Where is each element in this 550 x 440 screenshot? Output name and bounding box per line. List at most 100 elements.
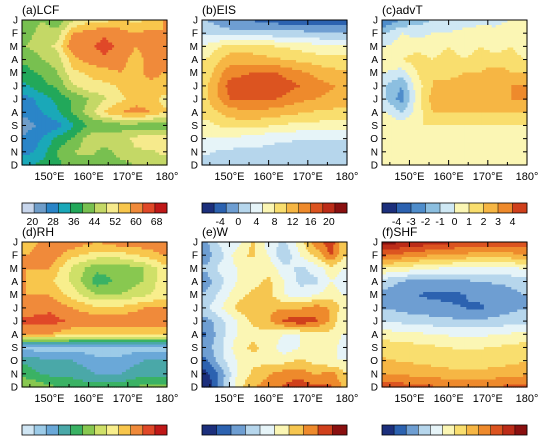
- heatmap-cell: [98, 25, 101, 29]
- heatmap-cell: [116, 95, 119, 99]
- heatmap-cell: [119, 85, 123, 89]
- heatmap-cell: [57, 107, 60, 111]
- heatmap-cell: [27, 72, 31, 76]
- heatmap-cell: [118, 117, 121, 121]
- heatmap-cell: [118, 77, 121, 81]
- heatmap-cell: [76, 20, 80, 24]
- heatmap-cell: [131, 97, 135, 101]
- heatmap-cell: [108, 57, 111, 61]
- heatmap-cell: [84, 97, 88, 101]
- heatmap-cell: [57, 42, 60, 46]
- heatmap-cell: [108, 37, 111, 41]
- heatmap-cell: [31, 115, 35, 119]
- heatmap-cell: [110, 45, 113, 49]
- heatmap-cell: [116, 100, 119, 104]
- heatmap-cell: [37, 52, 41, 56]
- heatmap-cell: [82, 72, 86, 76]
- heatmap-cell: [100, 20, 103, 24]
- heatmap-cell: [84, 30, 88, 34]
- heatmap-cell: [123, 50, 127, 54]
- heatmap-cell: [23, 22, 27, 26]
- heatmap-cell: [129, 30, 133, 34]
- heatmap-cell: [135, 62, 139, 66]
- heatmap-cell: [106, 112, 109, 116]
- heatmap-cell: [163, 107, 166, 111]
- heatmap-cell: [88, 47, 92, 51]
- heatmap-cell: [90, 90, 94, 94]
- heatmap-cell: [55, 50, 58, 54]
- heatmap-cell: [39, 32, 43, 36]
- month-label: D: [11, 161, 18, 172]
- heatmap-cell: [129, 47, 133, 51]
- heatmap-cell: [127, 102, 131, 106]
- heatmap-cell: [141, 22, 145, 26]
- heatmap-cell: [90, 85, 94, 89]
- heatmap-cell: [151, 30, 154, 34]
- heatmap-cell: [45, 45, 49, 49]
- heatmap-cell: [80, 60, 84, 64]
- heatmap-cell: [90, 40, 94, 44]
- heatmap-cell: [147, 105, 150, 109]
- heatmap-cell: [149, 62, 152, 66]
- heatmap-cell: [143, 55, 147, 59]
- heatmap-cell: [39, 20, 43, 24]
- heatmap-cell: [74, 37, 78, 41]
- heatmap-cell: [123, 105, 127, 109]
- heatmap-cell: [86, 82, 90, 86]
- heatmap-cell: [159, 105, 162, 109]
- heatmap-cell: [41, 72, 45, 76]
- heatmap-cell: [116, 20, 119, 24]
- heatmap-cell: [25, 52, 29, 56]
- heatmap-cell: [147, 22, 150, 26]
- heatmap-cell: [137, 30, 141, 34]
- heatmap-cell: [39, 22, 43, 26]
- heatmap-cell: [159, 75, 162, 79]
- heatmap-cell: [25, 65, 29, 69]
- heatmap-cell: [90, 72, 94, 76]
- heatmap-cell: [67, 55, 70, 59]
- month-label: J: [13, 81, 18, 92]
- heatmap-cell: [59, 22, 62, 26]
- heatmap-cell: [137, 62, 141, 66]
- heatmap-cell: [100, 105, 103, 109]
- heatmap-cell: [53, 115, 56, 119]
- heatmap-cell: [114, 110, 117, 114]
- heatmap-cell: [74, 95, 78, 99]
- heatmap-cell: [67, 35, 70, 39]
- heatmap-cell: [72, 85, 76, 89]
- heatmap-cell: [129, 42, 133, 46]
- heatmap-cell: [57, 95, 60, 99]
- heatmap-cell: [31, 55, 35, 59]
- heatmap-cell: [88, 27, 92, 31]
- heatmap-cell: [78, 77, 82, 81]
- heatmap-cell: [149, 45, 152, 49]
- heatmap-cell: [69, 62, 72, 66]
- heatmap-cell: [108, 100, 111, 104]
- heatmap-cell: [139, 50, 143, 54]
- heatmap-cell: [106, 37, 109, 41]
- heatmap-cell: [141, 57, 145, 61]
- heatmap-cell: [76, 57, 80, 61]
- heatmap-cell: [116, 107, 119, 111]
- heatmap-cell: [114, 62, 117, 66]
- heatmap-cell: [61, 62, 64, 66]
- heatmap-cell: [153, 100, 156, 104]
- heatmap-cell: [157, 30, 160, 34]
- heatmap-cell: [31, 97, 35, 101]
- heatmap-cell: [106, 50, 109, 54]
- heatmap-cell: [161, 107, 164, 111]
- heatmap-cell: [121, 85, 125, 89]
- heatmap-cell: [135, 25, 139, 29]
- heatmap-cell: [116, 42, 119, 46]
- heatmap-cell: [157, 20, 160, 24]
- heatmap-cell: [51, 95, 54, 99]
- heatmap-cell: [88, 30, 92, 34]
- heatmap-cell: [45, 37, 49, 41]
- heatmap-cell: [35, 87, 39, 91]
- heatmap-cell: [119, 35, 123, 39]
- heatmap-cell: [80, 77, 84, 81]
- colorbar-label: 68: [151, 216, 163, 228]
- heatmap-cell: [55, 27, 58, 31]
- heatmap-cell: [112, 52, 115, 56]
- heatmap-cell: [61, 32, 64, 36]
